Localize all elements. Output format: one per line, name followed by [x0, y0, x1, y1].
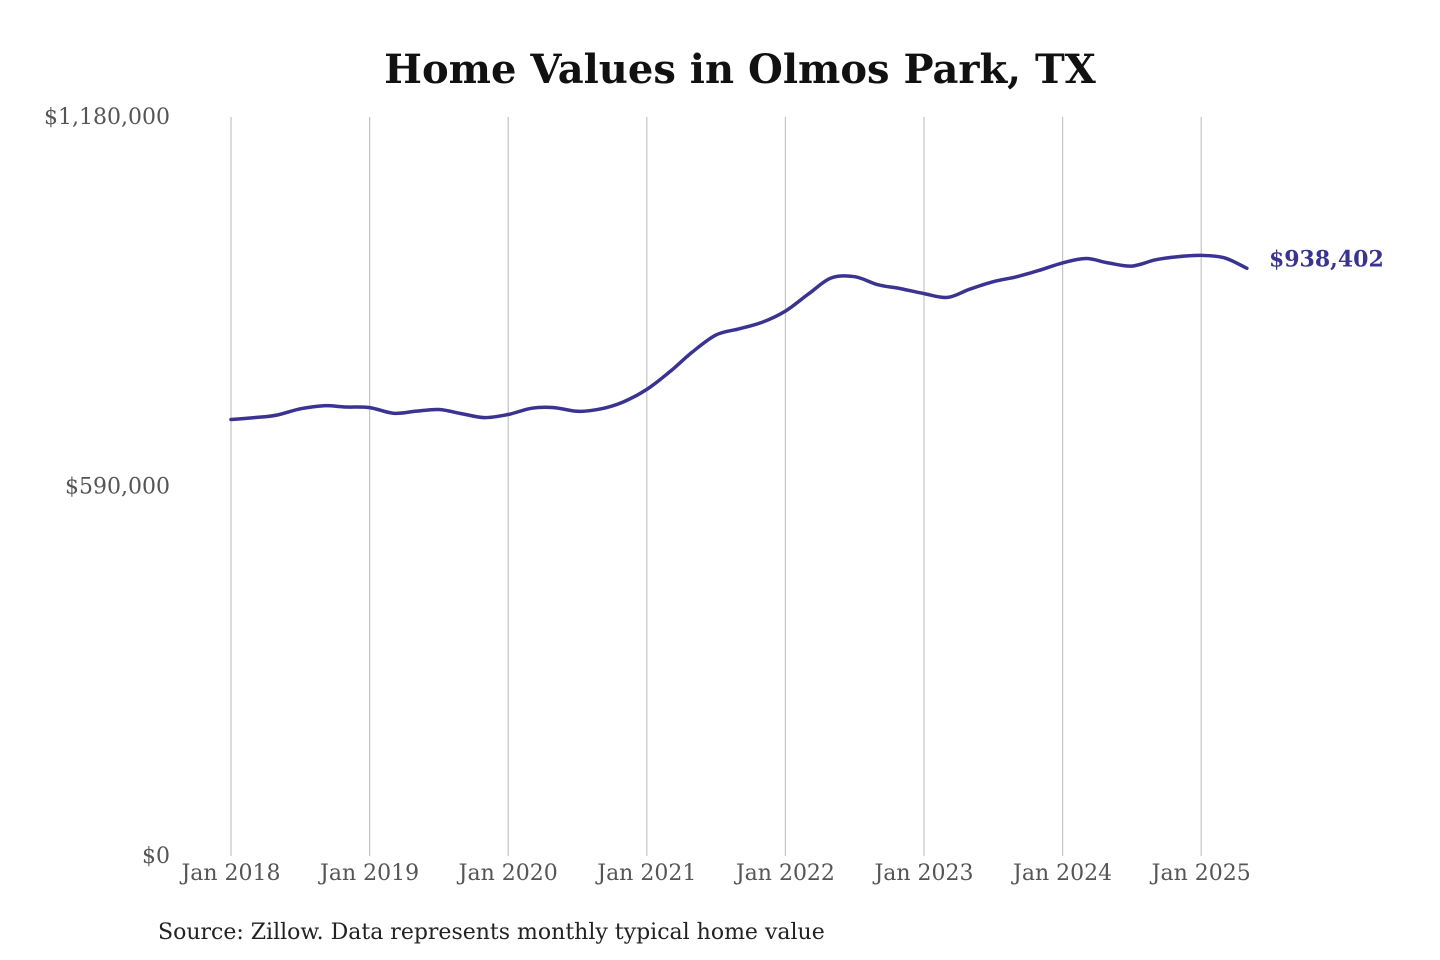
chart-title: Home Values in Olmos Park, TX: [384, 46, 1096, 93]
x-tick-label: Jan 2023: [872, 861, 973, 886]
series-lines: [229, 253, 1249, 422]
y-axis-tick-labels: $0 $590,000 $1,180,000: [44, 105, 170, 869]
series-end-value-label: $938,402: [1269, 246, 1384, 272]
x-gridlines: [230, 117, 1202, 856]
x-tick-label: Jan 2021: [595, 861, 696, 886]
home-value-line: [229, 253, 1249, 422]
x-axis-tick-labels: Jan 2018 Jan 2019 Jan 2020 Jan 2021 Jan 2022…: [179, 861, 1250, 886]
x-tick-label: Jan 2019: [318, 861, 419, 886]
x-tick-label: Jan 2022: [734, 861, 835, 886]
x-tick-label: Jan 2025: [1150, 861, 1251, 886]
y-tick-label: $0: [142, 844, 170, 869]
y-tick-label: $590,000: [65, 475, 170, 500]
source-note: Source: Zillow. Data represents monthly …: [158, 920, 825, 945]
y-tick-label: $1,180,000: [44, 105, 170, 130]
x-tick-label: Jan 2018: [179, 861, 280, 886]
x-tick-label: Jan 2024: [1011, 861, 1112, 886]
x-tick-label: Jan 2020: [457, 861, 558, 886]
